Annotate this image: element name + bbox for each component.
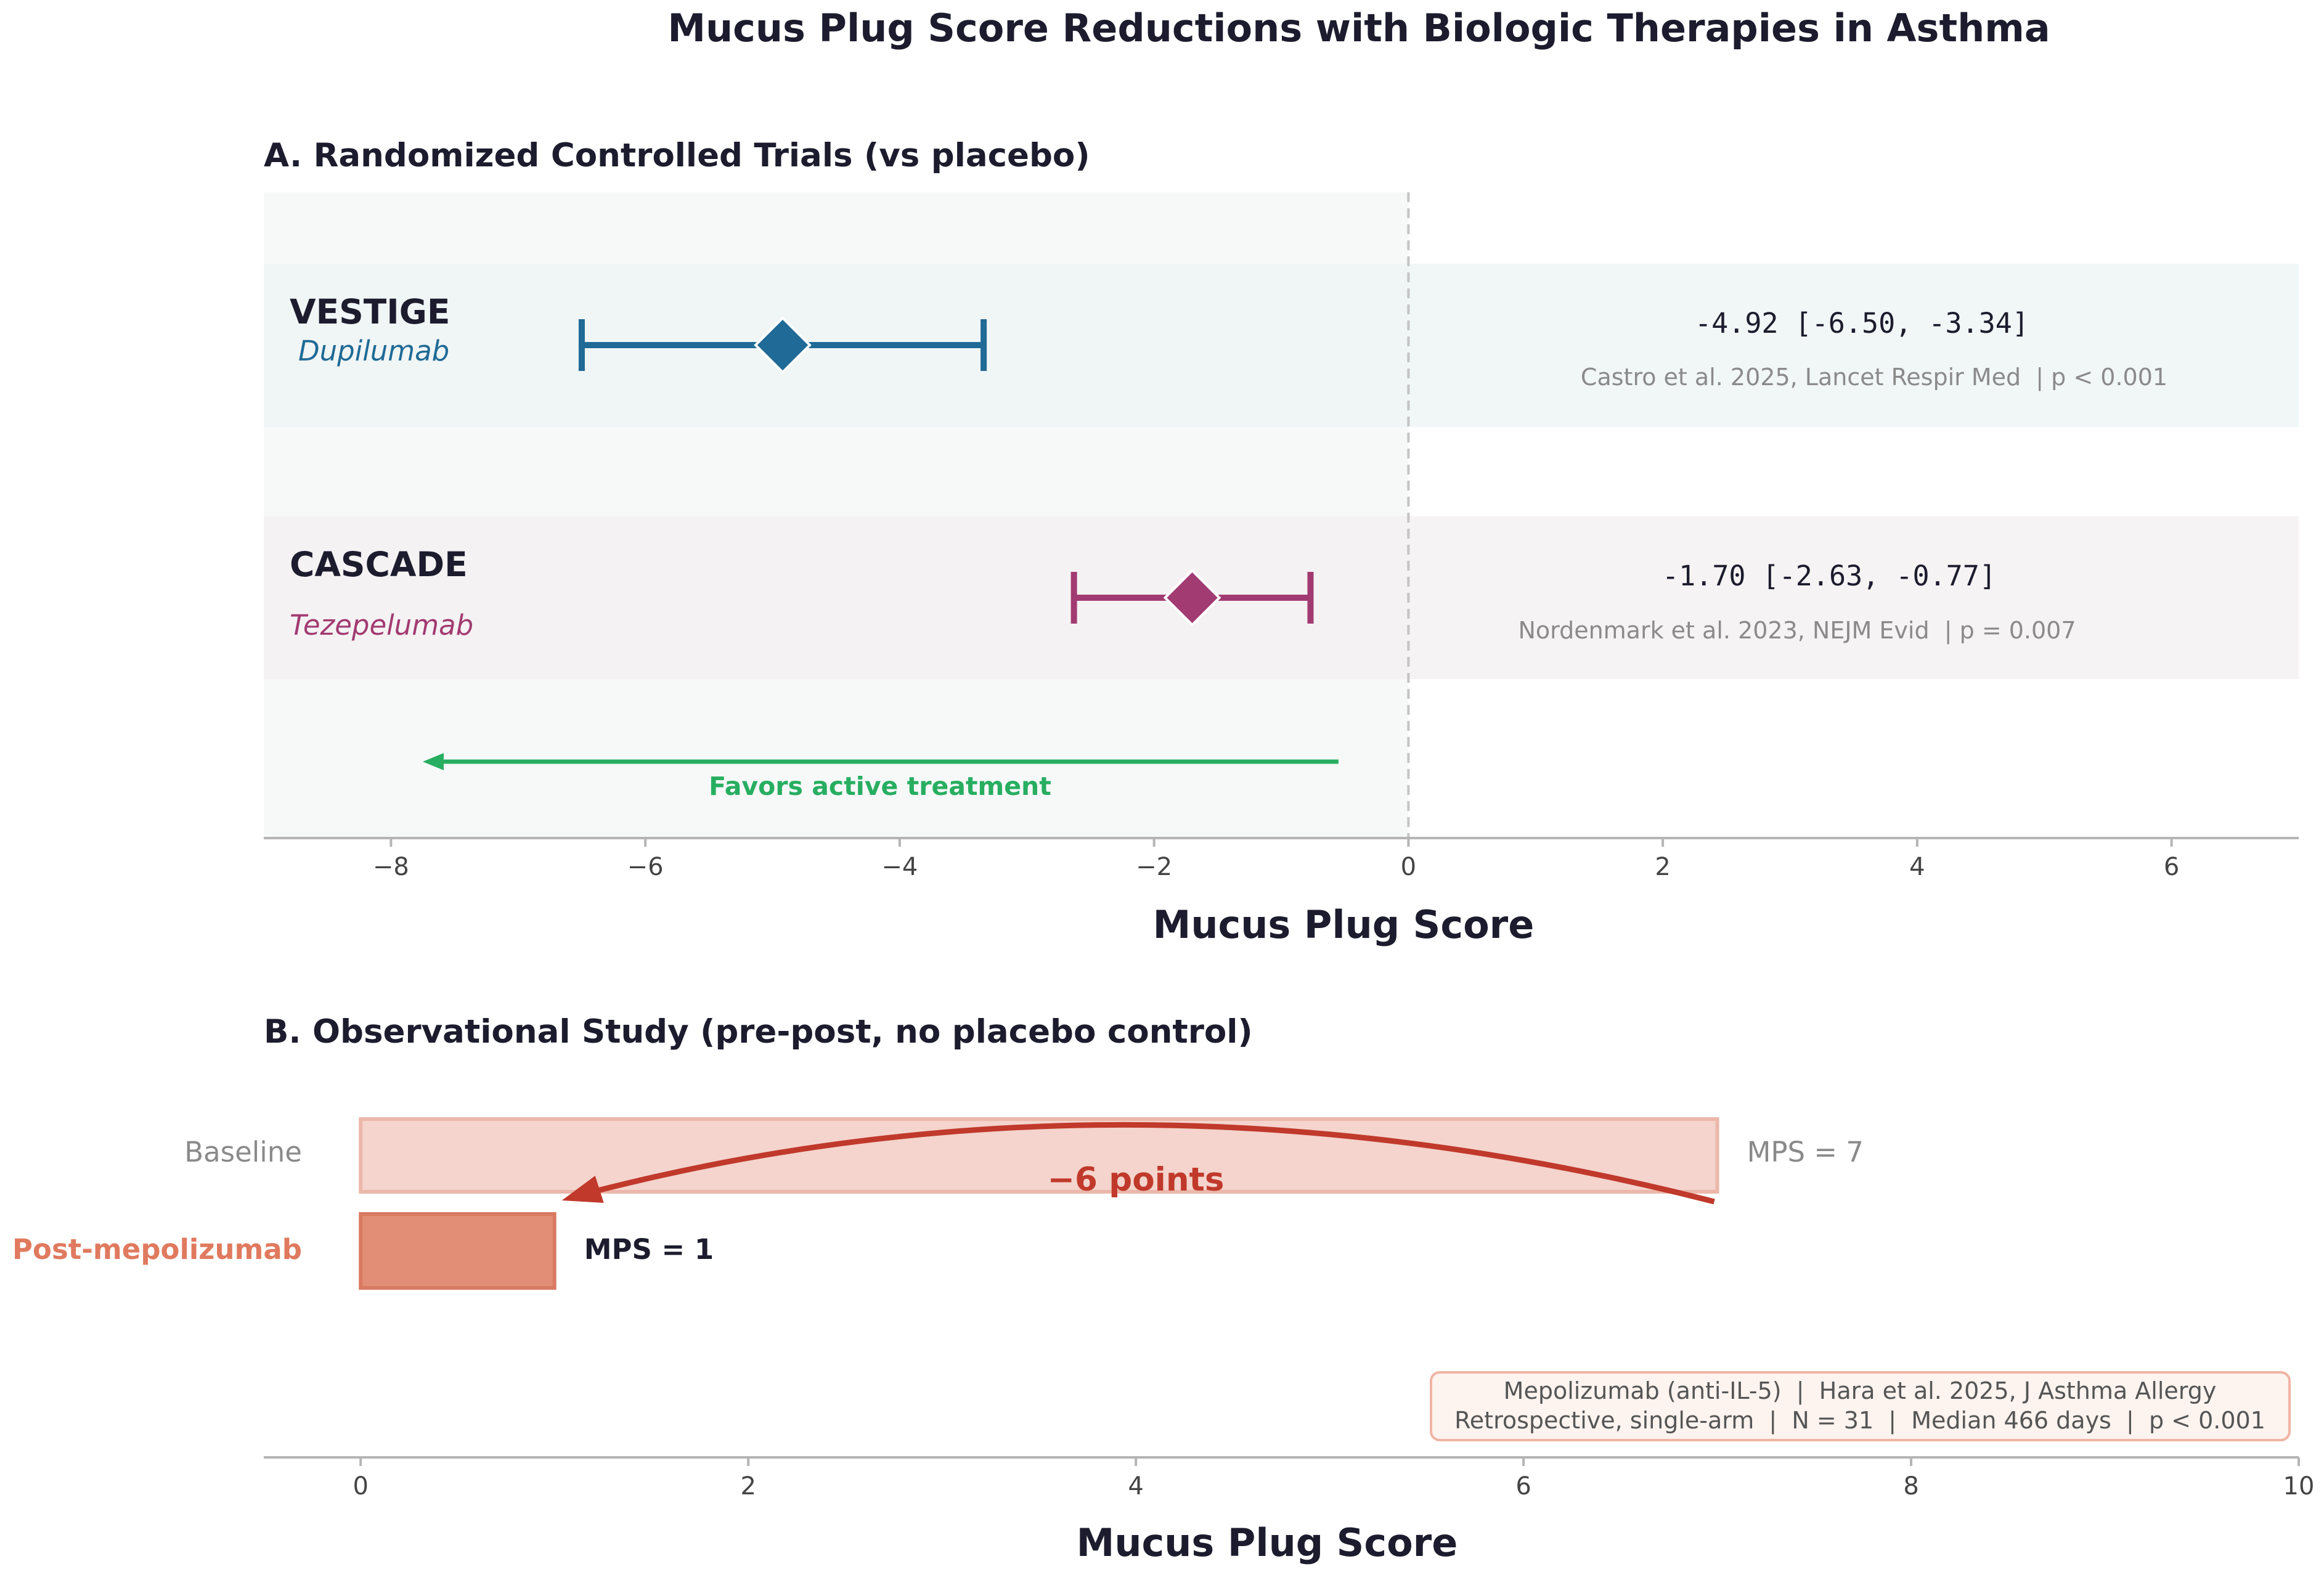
change-arrow-head bbox=[561, 1176, 604, 1203]
panel-b-bar-chart: B. Observational Study (pre-post, no pla… bbox=[12, 1013, 2314, 1565]
drug-name: Tezepelumab bbox=[290, 609, 473, 641]
favors-arrow: Favors active treatment bbox=[422, 753, 1339, 801]
x-tick-label: 2 bbox=[1655, 853, 1670, 881]
point-estimate-diamond bbox=[754, 316, 812, 374]
x-tick-label: 2 bbox=[740, 1472, 756, 1501]
x-axis-ticks: 0 2 4 6 8 10 bbox=[353, 1457, 2315, 1501]
x-tick-label: 0 bbox=[353, 1472, 369, 1501]
x-tick-label: 10 bbox=[2283, 1472, 2315, 1501]
x-tick-label: 6 bbox=[1515, 1472, 1531, 1501]
citation-label: Castro et al. 2025, Lancet Respir Med | … bbox=[1581, 364, 2167, 391]
x-tick-label: −2 bbox=[1136, 853, 1172, 881]
change-label: −6 points bbox=[1048, 1161, 1225, 1199]
x-tick-label: 6 bbox=[2164, 853, 2179, 881]
estimate-label: -4.92 [-6.50, -3.34] bbox=[1695, 307, 2029, 340]
x-tick-label: −8 bbox=[373, 853, 409, 881]
x-tick-label: 0 bbox=[1401, 853, 1416, 881]
study-info-box bbox=[1430, 1371, 2291, 1441]
x-tick-label: 4 bbox=[1128, 1472, 1143, 1501]
value-label-post: MPS = 1 bbox=[584, 1233, 714, 1266]
category-label-baseline: Baseline bbox=[184, 1136, 302, 1168]
figure-title: Mucus Plug Score Reductions with Biologi… bbox=[667, 6, 2050, 51]
x-tick-label: −4 bbox=[881, 853, 918, 881]
estimate-label: -1.70 [-2.63, -0.77] bbox=[1662, 560, 1996, 592]
x-axis-ticks: −8 −6 −4 −2 0 2 4 6 bbox=[373, 838, 2179, 881]
citation-label: Nordenmark et al. 2023, NEJM Evid | p = … bbox=[1518, 617, 2076, 645]
category-label-post: Post-mepolizumab bbox=[12, 1233, 302, 1266]
favors-arrow-head bbox=[422, 753, 444, 770]
panel-a-title: A. Randomized Controlled Trials (vs plac… bbox=[264, 137, 1090, 174]
panel-b-title: B. Observational Study (pre-post, no pla… bbox=[264, 1013, 1253, 1051]
x-tick-label: 4 bbox=[1909, 853, 1925, 881]
vestige-row-band bbox=[264, 264, 2299, 427]
x-axis-label: Mucus Plug Score bbox=[1077, 1520, 1458, 1565]
x-axis-label: Mucus Plug Score bbox=[1153, 902, 1535, 947]
panel-a-forest-plot: A. Randomized Controlled Trials (vs plac… bbox=[264, 137, 2299, 947]
point-estimate-diamond bbox=[1163, 569, 1221, 627]
study-name: VESTIGE bbox=[290, 292, 450, 332]
bar-baseline bbox=[359, 1117, 1719, 1194]
x-tick-label: 8 bbox=[1903, 1472, 1918, 1501]
study-cascade: CASCADE Tezepelumab -1.70 [-2.63, -0.77]… bbox=[290, 545, 2076, 645]
study-vestige: VESTIGE Dupilumab -4.92 [-6.50, -3.34] C… bbox=[290, 292, 2167, 391]
study-name: CASCADE bbox=[290, 545, 468, 584]
x-tick-label: −6 bbox=[627, 853, 664, 881]
study-info-line-1: Mepolizumab (anti-IL-5) | Hara et al. 20… bbox=[1504, 1377, 2217, 1405]
bar-post-mepolizumab bbox=[359, 1212, 557, 1290]
value-label-baseline: MPS = 7 bbox=[1747, 1136, 1864, 1168]
change-arrow-curve bbox=[597, 1122, 1715, 1205]
drug-name: Dupilumab bbox=[298, 335, 449, 367]
favors-label: Favors active treatment bbox=[709, 772, 1051, 801]
study-info-line-2: Retrospective, single-arm | N = 31 | Med… bbox=[1454, 1407, 2265, 1435]
